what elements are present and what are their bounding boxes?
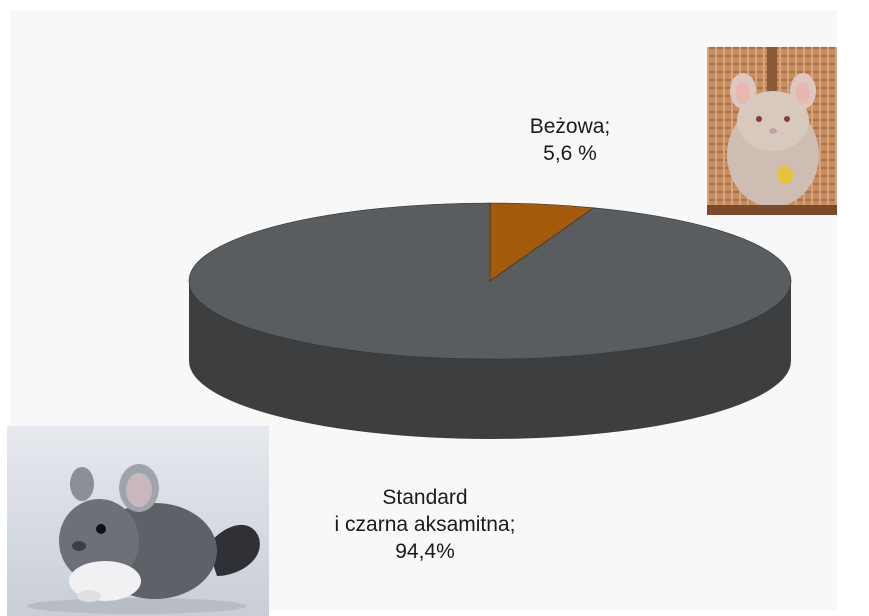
pie-side-wall — [189, 281, 791, 439]
pie-side-group — [189, 281, 791, 439]
data-label-standard-line1: Standard — [382, 486, 468, 509]
data-label-standard-line2: i czarna aksamitna; — [334, 512, 516, 536]
data-label-standard: Standard i czarna aksamitna; 94,4% — [280, 485, 570, 566]
data-label-bezowa-value: 5,6 % — [543, 141, 597, 165]
data-label-bezowa-name: Beżowa; — [529, 115, 611, 138]
beige-chinchilla-photo — [707, 47, 837, 215]
data-label-standard-value: 94,4% — [395, 539, 455, 563]
pie-top-group — [188, 202, 792, 360]
standard-chinchilla-photo — [7, 426, 269, 616]
data-label-bezowa: Beżowa; 5,6 % — [500, 114, 640, 168]
pie-slice-1 — [188, 202, 792, 360]
